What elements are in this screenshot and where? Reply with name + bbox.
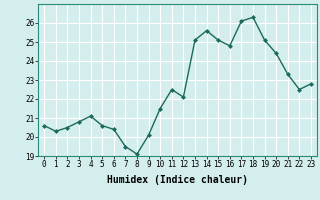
- X-axis label: Humidex (Indice chaleur): Humidex (Indice chaleur): [107, 175, 248, 185]
